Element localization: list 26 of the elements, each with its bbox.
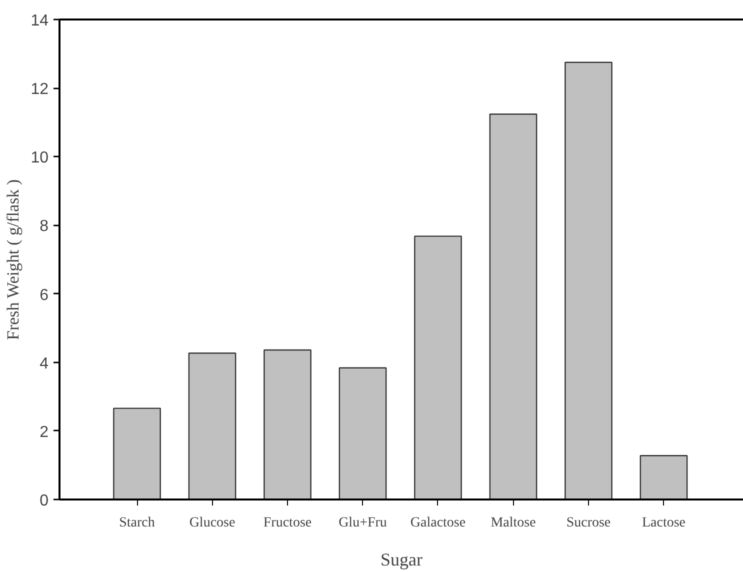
y-tick-label: 10	[30, 150, 49, 167]
y-tick-label: 8	[40, 218, 49, 236]
x-tick-label: Glu+Fru	[338, 516, 387, 530]
bar	[564, 62, 612, 500]
bar	[188, 352, 236, 500]
bar	[113, 408, 161, 500]
y-axis-title: Fresh Weight ( g/flask )	[4, 179, 23, 340]
y-tick-label: 12	[30, 81, 49, 98]
bar	[489, 114, 538, 500]
x-tick-label: Starch	[119, 516, 155, 530]
x-tick-label: Fructose	[263, 516, 312, 530]
x-tick-label: Maltose	[490, 516, 536, 530]
x-tick-label: Lactose	[642, 516, 686, 530]
x-tick-label: Sucrose	[566, 516, 611, 530]
x-tick-label: Galactose	[410, 516, 466, 530]
y-tick-label: 6	[40, 286, 49, 304]
x-axis-title: Sugar	[380, 550, 423, 570]
bar	[414, 236, 462, 500]
y-tick-label: 2	[40, 424, 49, 441]
bar	[338, 367, 387, 500]
y-tick-label: 4	[40, 355, 49, 372]
bar	[264, 349, 312, 500]
y-tick-label: 0	[40, 492, 49, 510]
bar	[640, 455, 688, 500]
y-tick-label: 14	[30, 12, 49, 30]
x-tick-label: Glucose	[189, 516, 236, 530]
